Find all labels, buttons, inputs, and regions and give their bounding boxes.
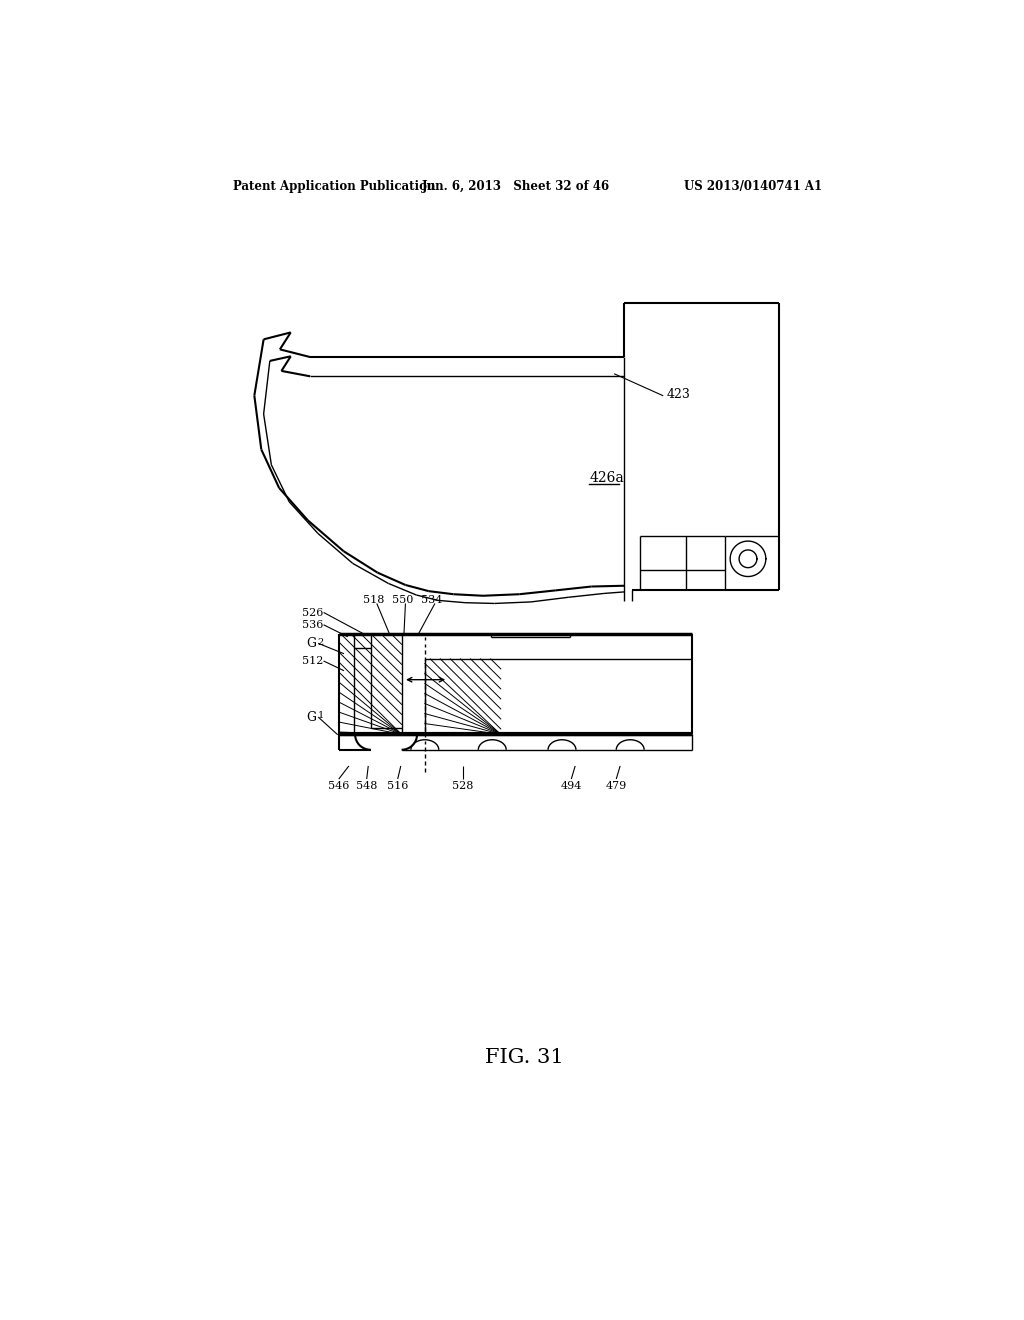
- Text: 528: 528: [453, 780, 473, 791]
- Text: 526: 526: [302, 607, 324, 618]
- Text: 516: 516: [387, 780, 409, 791]
- Text: 518: 518: [362, 595, 384, 606]
- Text: 548: 548: [356, 780, 378, 791]
- Text: 494: 494: [560, 780, 582, 791]
- Text: Patent Application Publication: Patent Application Publication: [232, 180, 435, 193]
- Text: G: G: [306, 638, 316, 649]
- Text: US 2013/0140741 A1: US 2013/0140741 A1: [683, 180, 821, 193]
- Text: FIG. 31: FIG. 31: [485, 1048, 564, 1068]
- Text: 423: 423: [667, 388, 690, 400]
- Text: Jun. 6, 2013   Sheet 32 of 46: Jun. 6, 2013 Sheet 32 of 46: [422, 180, 609, 193]
- Text: 479: 479: [605, 780, 627, 791]
- Text: 2: 2: [317, 638, 325, 647]
- Text: 550: 550: [391, 595, 413, 606]
- Text: 536: 536: [302, 620, 324, 630]
- Text: 1: 1: [317, 711, 325, 721]
- Text: 512: 512: [302, 656, 324, 667]
- Text: 534: 534: [421, 595, 442, 606]
- Text: G: G: [306, 711, 316, 723]
- Text: 426a: 426a: [589, 471, 624, 484]
- Text: 546: 546: [328, 780, 349, 791]
